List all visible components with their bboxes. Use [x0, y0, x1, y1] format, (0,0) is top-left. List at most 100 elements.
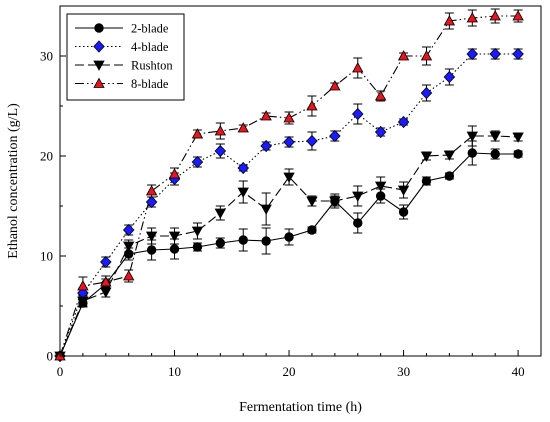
data-point-rushton [489, 131, 501, 142]
data-point-4-blade [512, 47, 524, 61]
x-tick-label: 0 [57, 364, 64, 379]
data-point-4-blade [145, 195, 158, 209]
data-point-rushton [123, 241, 135, 252]
data-point-2-blade [398, 207, 409, 217]
data-point-8-blade [77, 280, 89, 291]
data-point-8-blade [443, 15, 456, 26]
data-point-rushton [237, 187, 249, 198]
data-point-8-blade [214, 125, 227, 136]
y-tick-label: 20 [40, 149, 53, 164]
y-tick-label: 10 [40, 249, 53, 264]
data-point-rushton [145, 231, 158, 242]
data-point-2-blade [192, 242, 203, 252]
legend-entry-8-blade: 8-blade [75, 77, 169, 91]
data-point-2-blade [421, 176, 432, 186]
data-point-8-blade [168, 168, 181, 179]
data-point-4-blade [283, 135, 295, 149]
data-point-4-blade [420, 86, 433, 100]
series-line-rushton [59, 135, 519, 357]
data-point-8-blade [466, 12, 478, 23]
data-point-rushton [191, 226, 204, 237]
x-tick-label: 20 [283, 364, 296, 379]
data-point-rushton [397, 185, 410, 196]
data-point-4-blade [237, 161, 249, 175]
legend-marker [93, 77, 105, 88]
data-point-2-blade [238, 235, 248, 245]
data-point-rushton [168, 231, 181, 242]
axis-ticks [59, 5, 542, 357]
data-point-8-blade [237, 122, 249, 133]
data-point-8-blade [352, 62, 364, 73]
data-point-rushton [443, 150, 456, 161]
legend-entry-rushton: Rushton [75, 59, 173, 73]
data-point-rushton [512, 132, 524, 143]
data-point-4-blade [374, 125, 387, 139]
data-point-rushton [214, 208, 227, 219]
data-point-8-blade [420, 50, 433, 61]
legend-label: 2-blade [131, 22, 169, 36]
data-point-2-blade [490, 149, 500, 159]
y-axis-title: Ethanol concentration (g/L) [6, 103, 21, 259]
data-point-4-blade [214, 144, 227, 158]
data-point-rushton [329, 196, 341, 207]
y-tick-label: 0 [47, 349, 54, 364]
data-point-2-blade [284, 232, 294, 242]
data-point-8-blade [260, 110, 272, 121]
data-point-rushton [283, 172, 295, 183]
data-point-8-blade [397, 50, 410, 61]
legend-marker [93, 40, 105, 53]
data-point-2-blade [215, 238, 226, 248]
data-point-2-blade [261, 236, 271, 246]
data-point-rushton [100, 287, 112, 298]
data-point-4-blade [260, 139, 272, 153]
data-point-2-blade [444, 171, 455, 181]
legend-label: 8-blade [131, 77, 169, 91]
data-point-4-blade [352, 107, 364, 121]
x-tick-label: 30 [397, 364, 410, 379]
legend: 2-blade 4-blade Rushton 8-blade [66, 13, 185, 101]
data-point-2-blade [169, 244, 180, 254]
data-point-8-blade [306, 100, 318, 111]
x-axis-title: Fermentation time (h) [239, 400, 362, 415]
data-point-4-blade [466, 47, 479, 61]
data-point-2-blade [467, 148, 477, 158]
x-tick-label: 40 [512, 364, 525, 379]
x-tick-label: 10 [168, 364, 181, 379]
series-line-4-blade [59, 53, 519, 357]
data-point-rushton [374, 181, 387, 192]
data-point-rushton [466, 131, 478, 142]
data-point-8-blade [123, 270, 135, 281]
data-point-8-blade [489, 10, 501, 21]
data-point-2-blade [513, 149, 523, 159]
data-point-8-blade [329, 80, 341, 91]
data-point-4-blade [397, 115, 410, 129]
legend-marker [93, 60, 105, 71]
data-point-4-blade [100, 255, 112, 269]
data-point-4-blade [329, 129, 341, 143]
data-point-2-blade [307, 225, 317, 235]
data-point-8-blade [145, 185, 158, 196]
plot-frame [59, 5, 542, 357]
data-point-2-blade [146, 245, 157, 255]
data-point-rushton [306, 196, 318, 207]
data-point-4-blade [489, 47, 501, 61]
data-point-4-blade [191, 155, 204, 169]
legend-label: 4-blade [131, 40, 169, 54]
y-tick-label: 30 [40, 49, 53, 64]
data-point-rushton [260, 204, 272, 215]
data-point-8-blade [283, 112, 295, 123]
legend-entry-4-blade: 4-blade [75, 40, 169, 54]
series-markers [54, 10, 524, 363]
data-point-rushton [352, 191, 364, 202]
data-point-4-blade [122, 223, 135, 237]
data-point-rushton [77, 296, 89, 307]
legend-entry-2-blade: 2-blade [75, 22, 169, 36]
data-point-8-blade [191, 128, 204, 139]
data-point-4-blade [443, 70, 456, 84]
legend-marker [94, 23, 104, 33]
data-point-8-blade [512, 10, 524, 21]
data-point-4-blade [306, 134, 318, 148]
data-point-2-blade [353, 218, 363, 228]
data-point-8-blade [100, 276, 112, 287]
